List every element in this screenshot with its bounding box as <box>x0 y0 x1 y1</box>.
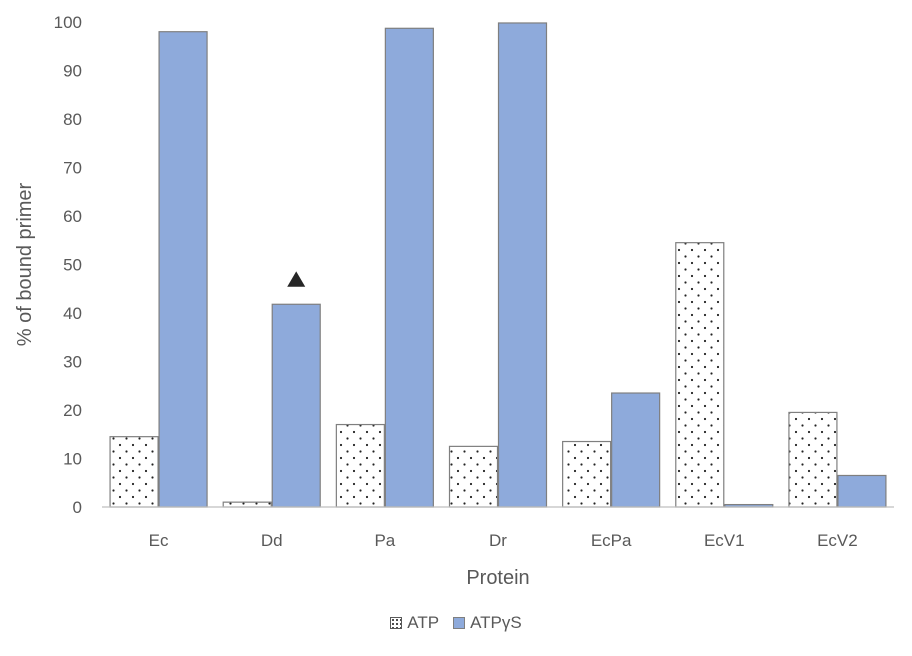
y-tick-label: 40 <box>63 304 82 323</box>
bar-atpgs-ecpa <box>611 392 661 508</box>
y-axis: 0 10 20 30 40 50 60 70 80 90 100 <box>54 13 82 517</box>
bar-atp-ec <box>109 436 159 508</box>
legend-item-atpgs: ATPγS <box>453 613 522 633</box>
y-tick-label: 100 <box>54 13 82 32</box>
y-tick-label: 80 <box>63 110 82 129</box>
bar-atp-ecv2 <box>788 411 838 508</box>
bar-atpgs-pa <box>384 27 434 508</box>
bar-atp-dr <box>448 445 499 508</box>
bar-atpgs-dr <box>497 22 548 508</box>
bar-atpgs-ecv2 <box>837 474 887 508</box>
y-tick-label: 20 <box>63 401 82 420</box>
y-axis-title: % of bound primer <box>14 182 36 346</box>
legend: ATP ATPγS <box>0 608 912 638</box>
legend-swatch-atpgs <box>453 617 466 629</box>
bar-atp-dd <box>222 501 272 508</box>
legend-swatch-atp <box>390 617 403 629</box>
y-tick-label: 90 <box>63 62 82 81</box>
x-tick-label: EcPa <box>591 531 632 550</box>
bars <box>109 22 887 508</box>
x-tick-label: Dr <box>489 531 507 550</box>
bar-atp-ecv1 <box>675 242 725 508</box>
x-axis-title: Protein <box>466 567 529 589</box>
x-axis: Ec Dd Pa Dr EcPa EcV1 EcV2 <box>102 506 894 550</box>
x-tick-label: EcV1 <box>704 531 745 550</box>
y-tick-label: 10 <box>63 450 82 469</box>
legend-item-atp: ATP <box>390 613 439 633</box>
x-tick-label: EcV2 <box>817 531 858 550</box>
y-tick-label: 50 <box>63 256 82 275</box>
triangle-marker-icon <box>287 271 306 287</box>
y-tick-label: 70 <box>63 159 82 178</box>
bar-atpgs-ec <box>158 31 208 508</box>
y-tick-label: 0 <box>73 498 82 517</box>
x-tick-label: Pa <box>374 531 395 550</box>
legend-label-atpgs: ATPγS <box>470 613 522 632</box>
annotations <box>287 271 306 287</box>
y-tick-label: 60 <box>63 207 82 226</box>
bar-atpgs-dd <box>271 303 321 508</box>
x-tick-label: Ec <box>149 531 169 550</box>
y-tick-label: 30 <box>63 353 82 372</box>
legend-label-atp: ATP <box>407 613 440 632</box>
bar-atp-pa <box>335 423 385 508</box>
bar-atp-ecpa <box>562 440 612 508</box>
x-tick-label: Dd <box>261 531 283 550</box>
